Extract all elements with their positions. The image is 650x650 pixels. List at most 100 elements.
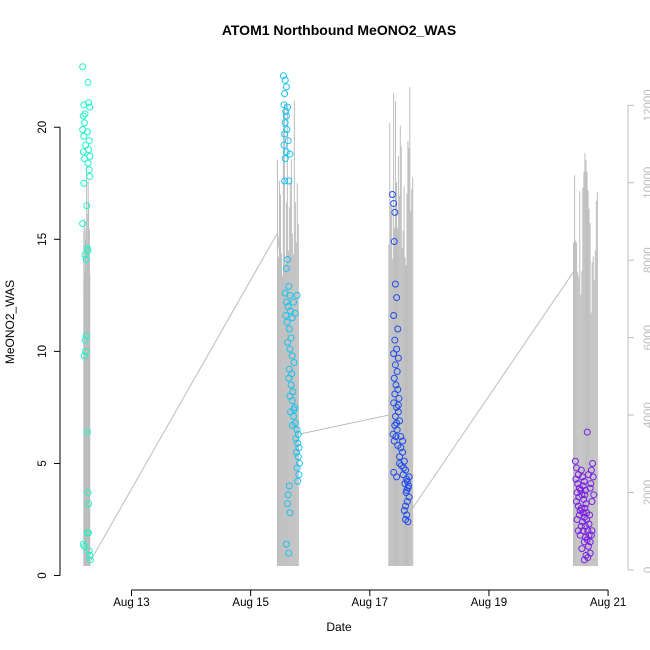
- data-point: [283, 318, 291, 326]
- data-point: [84, 489, 92, 497]
- data-point: [86, 556, 94, 564]
- data-point: [582, 551, 590, 559]
- data-point: [393, 294, 401, 302]
- data-point: [403, 486, 411, 494]
- data-point: [587, 531, 595, 539]
- data-point: [285, 549, 293, 557]
- data-point: [581, 491, 589, 499]
- y2-tick-label: 6000: [643, 325, 650, 351]
- data-point: [281, 155, 289, 163]
- data-point: [79, 220, 87, 228]
- data-point: [287, 334, 295, 342]
- data-point: [400, 464, 408, 472]
- data-point: [391, 336, 399, 344]
- data-point: [391, 208, 399, 216]
- data-point: [85, 99, 93, 107]
- data-point: [82, 332, 90, 340]
- data-point: [397, 444, 405, 452]
- data-point: [86, 152, 94, 160]
- data-point: [85, 166, 93, 174]
- data-point: [394, 325, 402, 333]
- data-point: [586, 549, 594, 557]
- data-point: [391, 390, 399, 398]
- data-point: [84, 159, 92, 167]
- y-tick-label: 0: [37, 572, 49, 578]
- data-point: [402, 502, 410, 510]
- data-point: [288, 421, 296, 429]
- data-point: [294, 453, 302, 461]
- data-point: [282, 148, 290, 156]
- data-point: [584, 471, 592, 479]
- x-axis-label: Date: [326, 620, 352, 634]
- data-point: [288, 352, 296, 360]
- data-point: [580, 538, 588, 546]
- data-point: [85, 137, 93, 145]
- data-point: [86, 103, 94, 111]
- data-point: [575, 511, 583, 519]
- data-point: [589, 459, 597, 467]
- data-point: [284, 338, 292, 346]
- data-point: [81, 110, 89, 118]
- data-point: [580, 477, 588, 485]
- data-point: [403, 498, 411, 506]
- data-point: [83, 202, 91, 210]
- data-point: [294, 477, 302, 485]
- data-point: [86, 551, 94, 559]
- data-point: [405, 493, 413, 501]
- axes: 0 5 10 15 20 Aug 13 Aug 15 Aug 17 Aug 19 Aug 21 0 2…: [37, 89, 650, 609]
- data-point: [573, 498, 581, 506]
- data-point: [581, 533, 589, 541]
- data-point: [281, 177, 289, 185]
- data-point: [402, 515, 410, 523]
- y2-tick-label: 2000: [643, 480, 650, 506]
- data-point: [285, 482, 293, 490]
- data-point: [390, 238, 398, 246]
- data-point: [84, 247, 92, 255]
- y-tick-label: 10: [37, 345, 49, 358]
- data-point: [285, 374, 293, 382]
- data-point: [393, 473, 401, 481]
- data-point: [295, 471, 303, 479]
- data-point: [284, 103, 292, 111]
- data-points: [79, 63, 598, 564]
- data-point: [403, 477, 411, 485]
- data-point: [391, 412, 399, 420]
- data-point: [578, 491, 586, 499]
- data-point: [390, 374, 398, 382]
- data-point: [395, 394, 403, 402]
- data-point: [279, 72, 287, 80]
- data-point: [83, 428, 91, 436]
- data-point: [392, 381, 400, 389]
- data-point: [290, 359, 298, 367]
- data-point: [404, 518, 412, 526]
- x-tick-label: Aug 17: [352, 597, 388, 609]
- data-point: [80, 542, 88, 550]
- data-point: [290, 406, 298, 414]
- data-point: [294, 439, 302, 447]
- x-tick-label: Aug 15: [232, 597, 268, 609]
- data-point: [397, 433, 405, 441]
- data-point: [403, 511, 411, 519]
- data-point: [390, 437, 398, 445]
- data-point: [284, 137, 292, 145]
- data-point: [281, 76, 289, 84]
- data-point: [284, 255, 292, 263]
- data-point: [405, 482, 413, 490]
- data-point: [393, 403, 401, 411]
- data-point: [280, 101, 288, 109]
- data-point: [284, 491, 292, 499]
- data-point: [81, 336, 89, 344]
- y-axis-label: MeONO2_WAS: [3, 280, 17, 364]
- x-tick-label: Aug 19: [471, 597, 507, 609]
- data-point: [590, 491, 598, 499]
- data-point: [579, 509, 587, 517]
- data-point: [580, 556, 588, 564]
- x-tick-label: Aug 21: [590, 597, 626, 609]
- data-point: [293, 426, 301, 434]
- data-point: [572, 475, 580, 483]
- data-point: [393, 419, 401, 427]
- y2-tick-label: 10000: [643, 167, 650, 199]
- data-point: [393, 426, 401, 434]
- data-point: [391, 280, 399, 288]
